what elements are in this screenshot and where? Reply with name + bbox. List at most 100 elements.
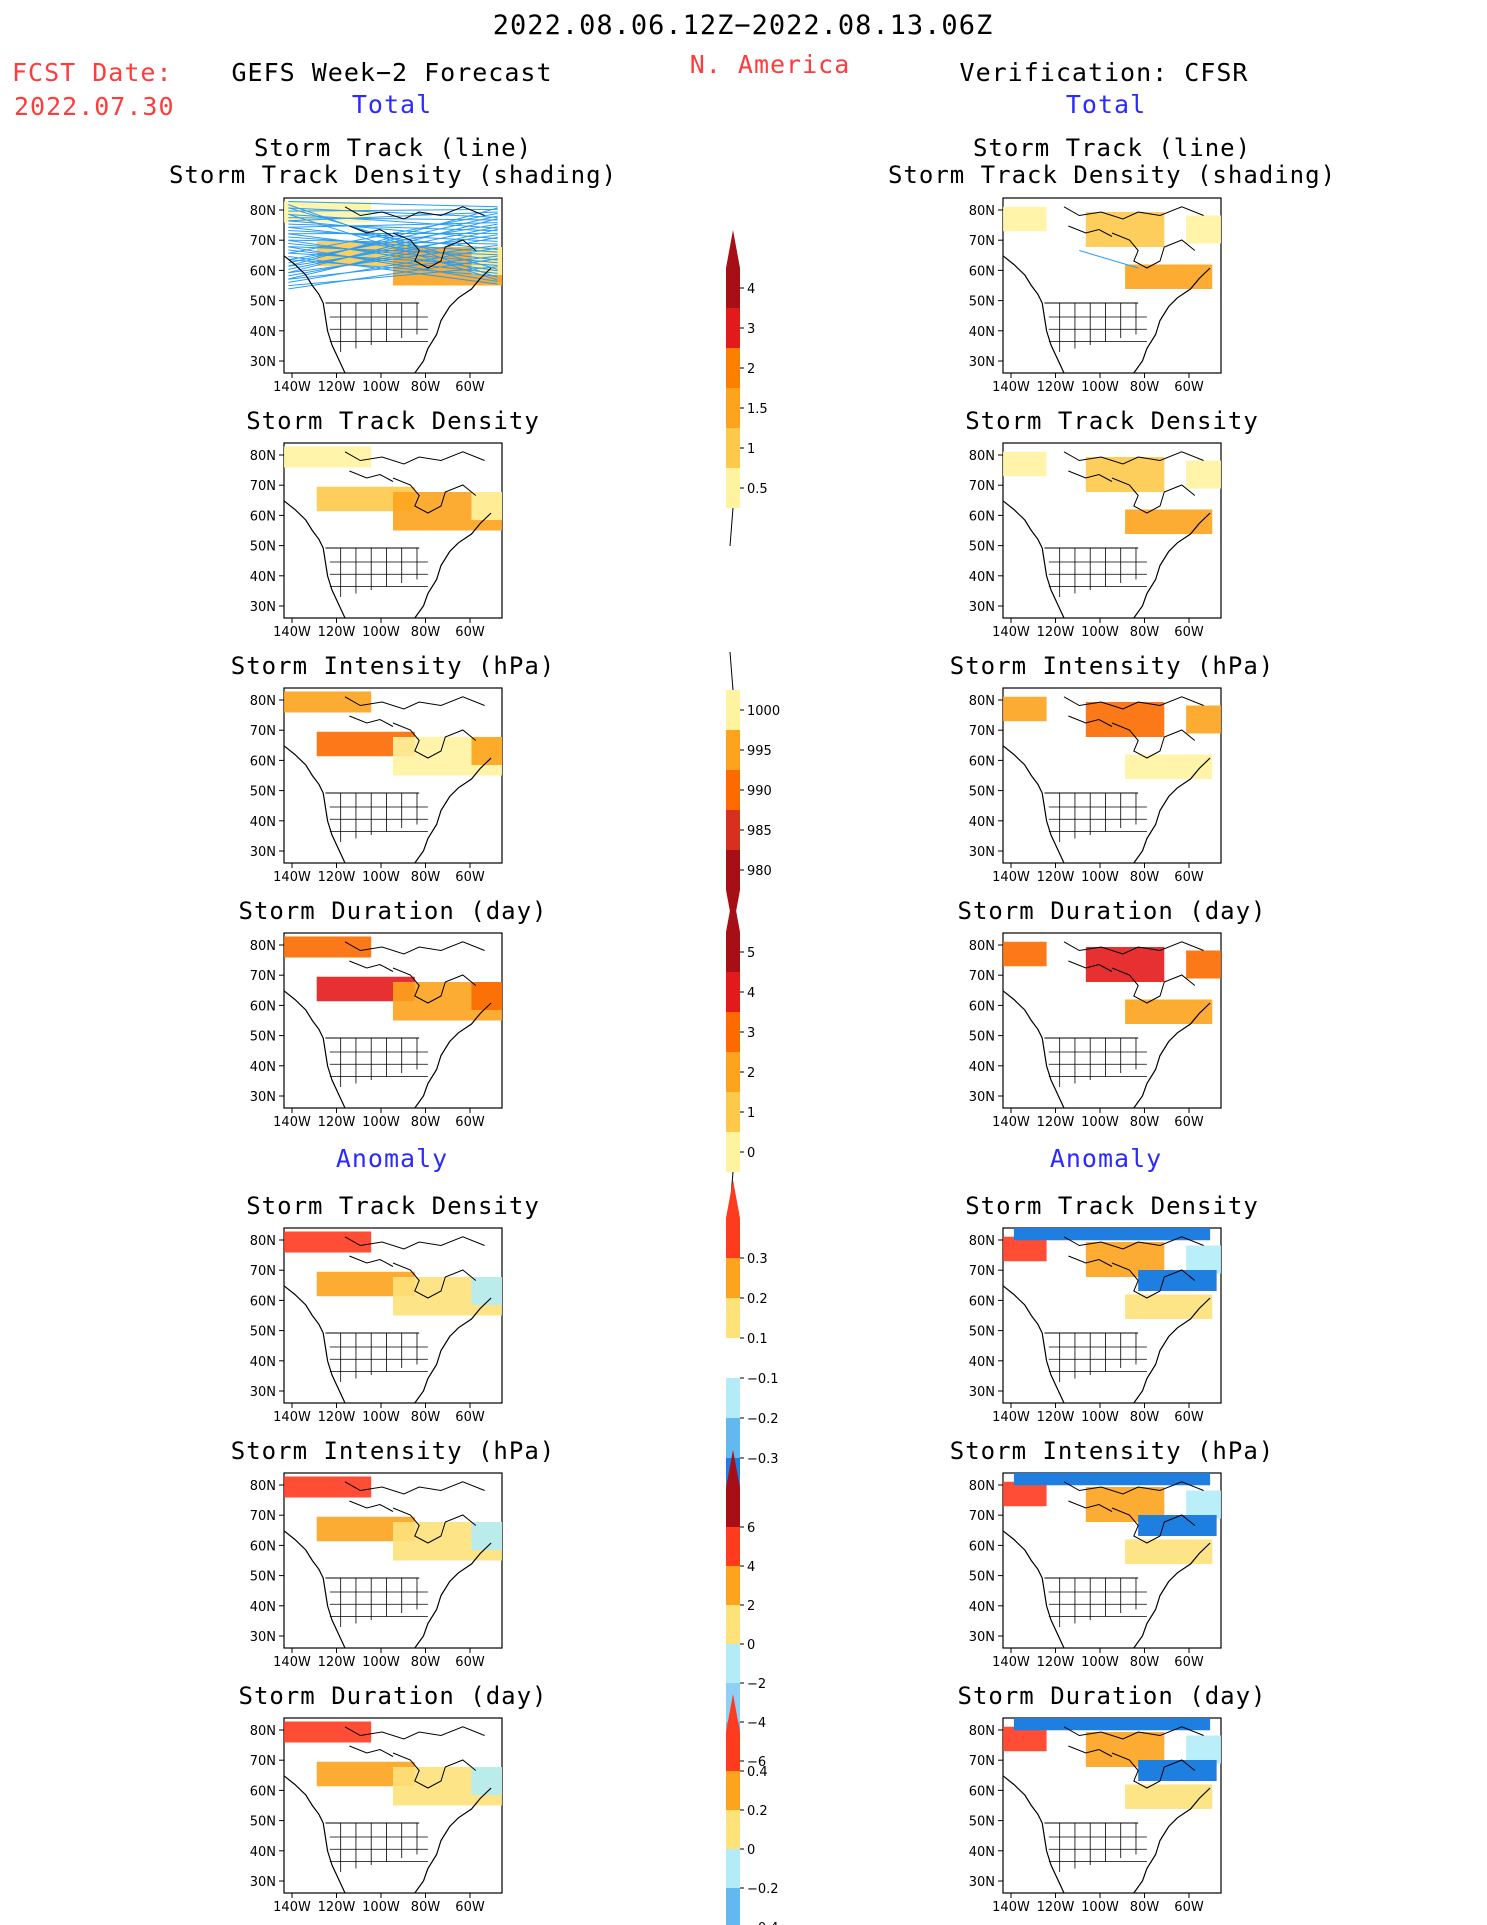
lat-tick-label: 60N bbox=[969, 264, 995, 279]
lat-tick-label: 30N bbox=[969, 1630, 995, 1645]
anom-2-arctic-coast bbox=[1068, 1745, 1113, 1757]
storm-track-line bbox=[288, 239, 498, 245]
colorbar-swatch bbox=[726, 1888, 740, 1925]
lon-tick-label: 60W bbox=[1174, 1655, 1204, 1670]
storm-track-line bbox=[288, 246, 498, 282]
colorbar-label: −0.2 bbox=[747, 1882, 779, 1897]
total-1-west-coast bbox=[283, 500, 346, 619]
anom-1-shade-cell bbox=[1013, 1473, 1211, 1486]
total-3-arctic-coast bbox=[1068, 960, 1113, 972]
colorbar-swatch bbox=[726, 932, 740, 972]
colorbar-label: 4 bbox=[747, 1560, 755, 1575]
lat-tick-label: 40N bbox=[250, 1060, 276, 1075]
lon-tick-label: 140W bbox=[992, 625, 1030, 640]
colorbar-label: 995 bbox=[747, 744, 772, 759]
lat-tick-label: 50N bbox=[969, 295, 995, 310]
total-1-east-coast bbox=[1133, 512, 1211, 619]
total-2-east-coast bbox=[1133, 757, 1211, 864]
lon-tick-label: 120W bbox=[1037, 625, 1075, 640]
lon-tick-label: 80W bbox=[1130, 1410, 1160, 1425]
colorbar-label: −4 bbox=[747, 1716, 766, 1731]
forecast-total-label: Total bbox=[351, 90, 433, 119]
lat-tick-label: 50N bbox=[250, 540, 276, 555]
colorbar-top-end bbox=[729, 651, 734, 691]
total-0-arctic-coast bbox=[392, 232, 477, 269]
colorbar-label: 1 bbox=[747, 1106, 755, 1121]
lat-tick-label: 70N bbox=[250, 969, 276, 984]
total-0-shade-cell bbox=[1003, 206, 1047, 232]
anom-0-shade-cell bbox=[1125, 1294, 1213, 1319]
lon-tick-label: 80W bbox=[1130, 870, 1160, 885]
total-0-west-coast bbox=[283, 255, 346, 374]
anom-0-shade-cell bbox=[284, 1231, 372, 1253]
lat-tick-label: 80N bbox=[250, 939, 276, 954]
lon-tick-label: 120W bbox=[1037, 1655, 1075, 1670]
colorbar-density-anom: 0.3 0.2 0.1 −0.1 −0.2 −0.3 bbox=[726, 1180, 779, 1536]
verification-anomaly-label: Anomaly bbox=[1049, 1144, 1163, 1173]
lat-tick-label: 80N bbox=[250, 449, 276, 464]
storm-track-line bbox=[288, 208, 498, 212]
lon-tick-label: 80W bbox=[411, 870, 441, 885]
anom-0-shade-cell bbox=[1186, 1245, 1221, 1274]
anom-2-map: 80N 70N 60N 50N 40N 30N 140W 120W 100W 80W 60W bbox=[250, 1717, 503, 1915]
lat-tick-label: 30N bbox=[250, 600, 276, 615]
lon-tick-label: 140W bbox=[273, 1410, 311, 1425]
lon-tick-label: 80W bbox=[411, 1115, 441, 1130]
total-1-map: 80N 70N 60N 50N 40N 30N 140W 120W 100W 80W 60W bbox=[250, 442, 503, 640]
lat-tick-label: 70N bbox=[250, 724, 276, 739]
storm-track-line bbox=[288, 252, 498, 266]
anom-2-map: 80N 70N 60N 50N 40N 30N 140W 120W 100W 80W 60W bbox=[969, 1717, 1222, 1915]
anom-1-shade-cell bbox=[1125, 1539, 1213, 1564]
fcst-date-label: FCST Date: bbox=[12, 58, 173, 87]
lon-tick-label: 100W bbox=[362, 1410, 400, 1425]
anom-0-arctic-coast bbox=[344, 1236, 485, 1250]
verification-column-title: Verification: CFSR bbox=[959, 58, 1249, 87]
total-1-shade-cell bbox=[284, 446, 372, 468]
lon-tick-label: 60W bbox=[455, 870, 485, 885]
lat-tick-label: 80N bbox=[969, 1724, 995, 1739]
total-3-shade-cell bbox=[471, 982, 502, 1010]
total-1-map: 80N 70N 60N 50N 40N 30N 140W 120W 100W 80W 60W bbox=[969, 442, 1222, 640]
colorbar-swatch bbox=[726, 1566, 740, 1605]
colorbar-swatch bbox=[726, 428, 740, 468]
lat-tick-label: 50N bbox=[969, 785, 995, 800]
colorbar-swatch bbox=[726, 1605, 740, 1644]
lon-tick-label: 140W bbox=[992, 870, 1030, 885]
lon-tick-label: 140W bbox=[273, 1655, 311, 1670]
anom-0-arctic-coast bbox=[349, 1255, 394, 1267]
lat-tick-label: 40N bbox=[250, 815, 276, 830]
storm-track-line bbox=[288, 207, 498, 267]
region-label: N. America bbox=[689, 50, 851, 79]
total-3-west-coast bbox=[1002, 990, 1065, 1109]
lat-tick-label: 60N bbox=[250, 999, 276, 1014]
lat-tick-label: 80N bbox=[969, 1234, 995, 1249]
lat-tick-label: 80N bbox=[969, 939, 995, 954]
lon-tick-label: 120W bbox=[318, 1115, 356, 1130]
colorbar-duration-anom: 0.4 0.2 0 −0.2 −0.4 bbox=[726, 1694, 779, 1925]
total-3-east-coast bbox=[1133, 1002, 1211, 1109]
lat-tick-label: 60N bbox=[250, 509, 276, 524]
lat-tick-label: 40N bbox=[250, 325, 276, 340]
lon-tick-label: 80W bbox=[411, 1655, 441, 1670]
total-1-arctic-coast bbox=[1063, 451, 1204, 465]
lon-tick-label: 80W bbox=[1130, 1900, 1160, 1915]
lat-tick-label: 30N bbox=[250, 1630, 276, 1645]
total-0-arctic-coast bbox=[1063, 206, 1204, 220]
colorbar-swatch bbox=[726, 1378, 740, 1418]
lat-tick-label: 40N bbox=[250, 1600, 276, 1615]
total-2-west-coast bbox=[1002, 745, 1065, 864]
lat-tick-label: 30N bbox=[969, 1875, 995, 1890]
lon-tick-label: 60W bbox=[455, 1655, 485, 1670]
colorbar-intensity-total: 1000 995 990 985 980 bbox=[726, 651, 780, 928]
colorbar-swatch bbox=[726, 388, 740, 428]
colorbar-label: 1 bbox=[747, 442, 755, 457]
colorbar-swatch bbox=[726, 1527, 740, 1566]
verification-total-2-title-line: Storm Intensity (hPa) bbox=[949, 652, 1275, 680]
lat-tick-label: 80N bbox=[250, 694, 276, 709]
colorbar-swatch bbox=[726, 810, 740, 850]
lat-tick-label: 60N bbox=[250, 264, 276, 279]
colorbar-swatch bbox=[726, 1052, 740, 1092]
lon-tick-label: 80W bbox=[1130, 625, 1160, 640]
anom-2-shade-cell bbox=[1125, 1784, 1213, 1809]
lon-tick-label: 140W bbox=[992, 1410, 1030, 1425]
